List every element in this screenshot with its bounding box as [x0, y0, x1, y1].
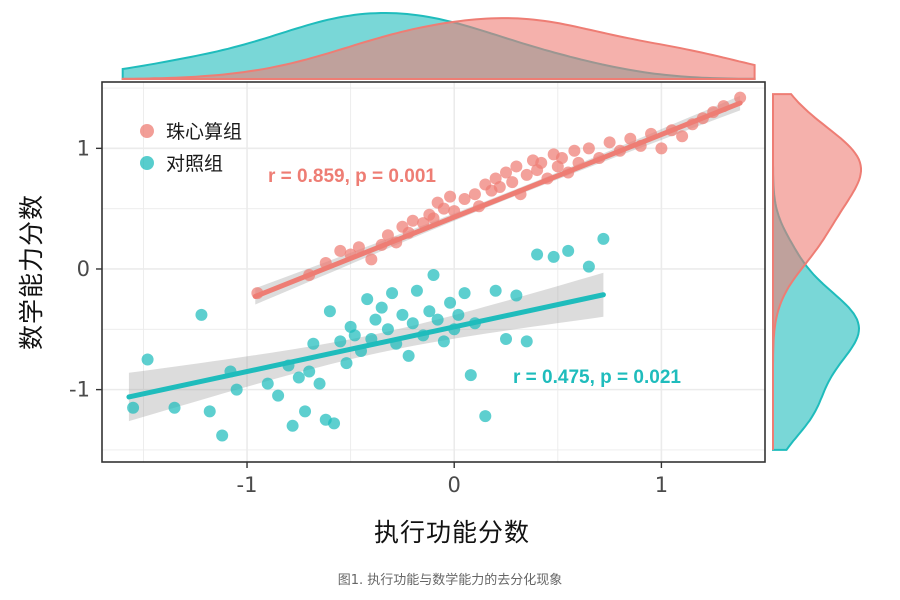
x-tick-label: 0 — [448, 473, 461, 497]
data-point-control — [562, 244, 575, 257]
data-point-abacus — [458, 193, 471, 206]
data-point-abacus — [352, 241, 365, 254]
right-marginal-density — [772, 93, 862, 451]
data-point-abacus — [406, 214, 419, 227]
data-point-control — [375, 301, 388, 314]
data-point-control — [292, 371, 305, 384]
y-tick-label: -1 — [69, 378, 90, 402]
data-point-abacus — [510, 160, 523, 173]
data-point-control — [348, 329, 361, 342]
data-point-control — [386, 287, 399, 300]
regression-lines — [126, 100, 743, 400]
data-point-control — [195, 308, 208, 321]
data-point-control — [489, 284, 502, 297]
regression-line-abacus — [252, 100, 743, 299]
data-point-control — [141, 353, 154, 366]
data-point-control — [582, 260, 595, 273]
density-curve-y-abacus — [772, 93, 862, 450]
data-point-control — [510, 289, 523, 302]
axis-ticks: -1 0 1 -1 0 1 — [69, 136, 668, 497]
data-point-abacus — [437, 202, 450, 215]
data-point-abacus — [624, 132, 637, 145]
legend-swatch-control — [140, 156, 154, 170]
y-tick-label: 1 — [77, 136, 90, 160]
data-point-control — [427, 269, 440, 282]
data-point-control — [547, 250, 560, 263]
data-point-control — [369, 313, 382, 326]
data-point-abacus — [555, 152, 568, 164]
data-point-control — [307, 337, 320, 350]
data-point-control — [437, 335, 450, 348]
data-point-control — [361, 293, 374, 306]
top-marginal-density — [121, 12, 756, 80]
density-curve-x-abacus — [121, 17, 756, 80]
correlation-label-abacus: r = 0.859, p = 0.001 — [268, 166, 436, 187]
data-point-abacus — [500, 166, 513, 179]
legend: 珠心算组 对照组 — [140, 121, 242, 175]
data-point-control — [203, 405, 216, 418]
data-point-control — [406, 317, 419, 330]
data-point-control — [452, 308, 465, 321]
data-point-control — [431, 313, 444, 326]
data-point-control — [340, 357, 353, 370]
data-point-abacus — [582, 142, 595, 155]
data-point-control — [402, 349, 415, 362]
data-point-control — [303, 365, 316, 378]
data-point-abacus — [444, 190, 457, 203]
data-point-abacus — [506, 176, 519, 189]
data-point-control — [597, 232, 610, 245]
data-point-control — [286, 419, 299, 432]
data-point-abacus — [427, 212, 440, 225]
figure-caption: 图1. 执行功能与数学能力的去分化现象 — [338, 572, 563, 588]
data-point-abacus — [365, 253, 378, 266]
data-point-abacus — [334, 244, 347, 257]
data-point-control — [299, 405, 312, 418]
regression-line-control — [126, 292, 606, 400]
data-point-control — [272, 389, 285, 402]
y-axis-title: 数学能力分数 — [17, 194, 46, 350]
data-point-abacus — [655, 142, 668, 155]
data-point-abacus — [535, 156, 548, 169]
data-point-control — [313, 377, 326, 390]
data-point-control — [410, 284, 423, 297]
legend-label-control: 对照组 — [166, 153, 223, 175]
legend-swatch-abacus — [140, 124, 154, 138]
data-point-abacus — [381, 229, 394, 242]
data-point-abacus — [493, 180, 506, 193]
data-point-control — [423, 305, 436, 318]
data-point-control — [444, 296, 457, 309]
data-point-abacus — [734, 91, 747, 104]
x-tick-label: -1 — [237, 473, 258, 497]
data-point-control — [328, 417, 341, 430]
data-points — [127, 91, 747, 442]
data-point-control — [261, 377, 274, 390]
data-point-control — [464, 369, 477, 382]
data-point-control — [520, 335, 533, 348]
data-point-control — [381, 323, 394, 336]
correlation-label-control: r = 0.475, p = 0.021 — [513, 367, 681, 388]
data-point-abacus — [520, 168, 533, 181]
y-tick-label: 0 — [77, 257, 90, 281]
data-point-control — [396, 308, 409, 321]
data-point-abacus — [603, 136, 616, 149]
data-point-abacus — [468, 188, 481, 201]
grid — [102, 82, 766, 462]
data-point-control — [127, 401, 140, 414]
data-point-control — [216, 429, 229, 442]
legend-label-abacus: 珠心算组 — [166, 121, 242, 143]
data-point-control — [479, 410, 492, 423]
data-point-abacus — [568, 144, 581, 157]
x-axis-title: 执行功能分数 — [374, 518, 530, 547]
data-point-control — [531, 248, 544, 261]
data-point-control — [230, 383, 243, 396]
data-point-control — [168, 401, 181, 414]
data-point-control — [458, 287, 471, 300]
data-point-abacus — [676, 130, 689, 143]
plot-frame — [101, 81, 766, 463]
data-point-control — [334, 335, 347, 348]
x-tick-label: 1 — [655, 473, 668, 497]
data-point-control — [323, 305, 336, 318]
data-point-control — [500, 332, 513, 345]
